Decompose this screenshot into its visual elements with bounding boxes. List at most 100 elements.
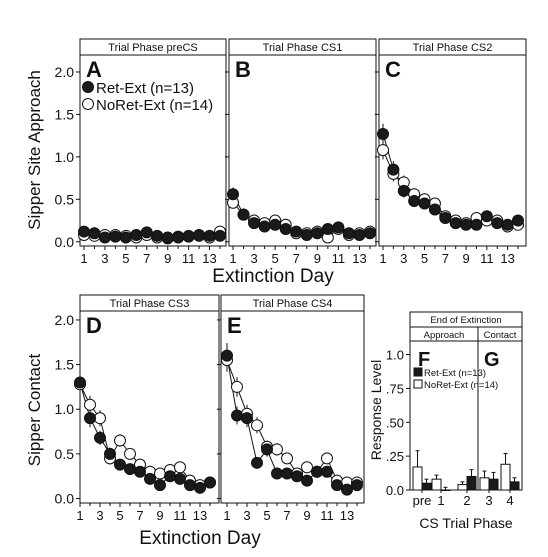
x-tick-label: 9	[462, 251, 469, 266]
x-tick-label: 11	[182, 251, 196, 266]
data-point-ret-ext	[78, 225, 90, 238]
y-tick-label: 1.0	[55, 401, 75, 417]
data-point-ret-ext	[281, 467, 293, 480]
x-tick-label: 9	[156, 508, 163, 523]
x-tick-label: 1	[229, 251, 236, 266]
data-point-ret-ext	[174, 472, 186, 485]
panel-letter: E	[227, 313, 242, 338]
bottom-xlabel: Extinction Day	[139, 528, 261, 549]
x-tick-label: 7	[283, 508, 290, 523]
data-point-ret-ext	[261, 443, 273, 456]
legend-noret-label: NoRet-Ext (n=14)	[96, 97, 213, 114]
data-point-ret-ext	[172, 231, 185, 244]
x-tick-label: 3	[243, 508, 250, 523]
data-point-ret-ext	[418, 197, 431, 210]
data-point-noret-ext	[124, 447, 136, 460]
data-point-ret-ext	[501, 218, 514, 231]
data-point-ret-ext	[94, 431, 106, 444]
data-point-ret-ext	[449, 217, 462, 230]
y-tick-label: 2.0	[55, 64, 75, 80]
data-point-ret-ext	[214, 229, 226, 242]
data-point-ret-ext	[140, 226, 153, 239]
data-point-ret-ext	[164, 470, 176, 483]
data-point-noret-ext	[271, 443, 283, 456]
data-point-ret-ext	[341, 483, 353, 496]
data-point-ret-ext	[119, 231, 132, 244]
bar-y-tick-label: 0.0	[386, 483, 404, 498]
data-point-ret-ext	[397, 184, 410, 197]
data-point-ret-ext	[88, 227, 101, 240]
data-point-ret-ext	[124, 463, 136, 476]
x-tick-label: 5	[122, 251, 129, 266]
bar-y-tick-label: .75	[386, 381, 404, 396]
legend-noret-marker	[82, 98, 94, 110]
data-point-ret-ext	[269, 218, 282, 231]
panel-f-g: End of Extinction Approach Contact F G 0.0 .25…	[386, 311, 523, 508]
data-point-noret-ext	[231, 380, 243, 393]
bar-noret-ext	[431, 478, 442, 491]
panel-letter: C	[385, 57, 401, 82]
data-point-noret-ext	[251, 419, 263, 432]
bar-x-tick-label: 2	[463, 493, 470, 508]
x-tick-label: 3	[250, 251, 257, 266]
data-point-noret-ext	[281, 452, 293, 465]
bar-group-contact: Contact	[484, 330, 517, 341]
data-point-ret-ext	[321, 465, 333, 478]
data-point-ret-ext	[194, 481, 206, 494]
x-tick-label: 11	[332, 251, 346, 266]
data-point-ret-ext	[134, 465, 146, 478]
data-point-ret-ext	[130, 228, 143, 241]
panel-frame	[228, 54, 377, 247]
data-point-ret-ext	[512, 214, 524, 227]
legend-bar-noret-label: NoRet-Ext (n=14)	[424, 380, 498, 391]
data-point-noret-ext	[321, 452, 333, 465]
x-tick-label: 3	[96, 508, 103, 523]
panel-letter: B	[235, 57, 251, 82]
data-point-ret-ext	[204, 476, 216, 489]
data-point-ret-ext	[98, 231, 111, 244]
bar-noret-ext	[457, 484, 468, 491]
data-point-ret-ext	[311, 227, 324, 240]
y-tick-label: 2.0	[55, 312, 75, 328]
x-tick-label: 7	[143, 251, 150, 266]
data-point-ret-ext	[248, 217, 261, 230]
x-tick-label: 11	[173, 508, 187, 523]
top-ylabel: Sipper Site Approach	[25, 70, 44, 230]
data-point-ret-ext	[231, 409, 243, 422]
bar-noret-ext	[500, 463, 511, 491]
bar-y-tick-label: .25	[386, 449, 404, 464]
x-tick-label: 7	[293, 251, 300, 266]
data-point-ret-ext	[301, 474, 313, 487]
data-point-ret-ext	[290, 225, 303, 238]
x-tick-label: 13	[340, 508, 354, 523]
x-tick-label: 3	[400, 251, 407, 266]
panel-frame	[220, 310, 365, 504]
right-xlabel: CS Trial Phase	[419, 515, 513, 531]
data-point-noret-ext	[377, 144, 389, 157]
data-point-noret-ext	[301, 461, 313, 474]
data-point-ret-ext	[351, 479, 363, 492]
y-tick-label: 0.5	[55, 191, 75, 207]
data-point-ret-ext	[221, 349, 233, 362]
x-tick-label: 5	[116, 508, 123, 523]
data-point-ret-ext	[193, 228, 206, 241]
data-point-ret-ext	[491, 217, 504, 230]
bar-header-title: End of Extinction	[430, 315, 501, 326]
data-point-ret-ext	[182, 229, 195, 242]
data-point-ret-ext	[251, 456, 263, 469]
top-xlabel: Extinction Day	[212, 266, 334, 287]
bar-noret-ext	[412, 466, 423, 491]
legend-bar: Ret-Ext (n=13) NoRet-Ext (n=14)	[413, 367, 498, 391]
data-point-ret-ext	[353, 228, 366, 241]
data-point-ret-ext	[227, 188, 239, 201]
legend-top: Ret-Ext (n=13) NoRet-Ext (n=14)	[82, 80, 213, 114]
data-point-ret-ext	[321, 223, 334, 236]
data-point-noret-ext	[84, 398, 96, 411]
x-tick-label: 5	[272, 251, 279, 266]
data-point-ret-ext	[470, 218, 483, 231]
right-ylabel: Response Level	[368, 360, 384, 460]
x-tick-label: 9	[303, 508, 310, 523]
